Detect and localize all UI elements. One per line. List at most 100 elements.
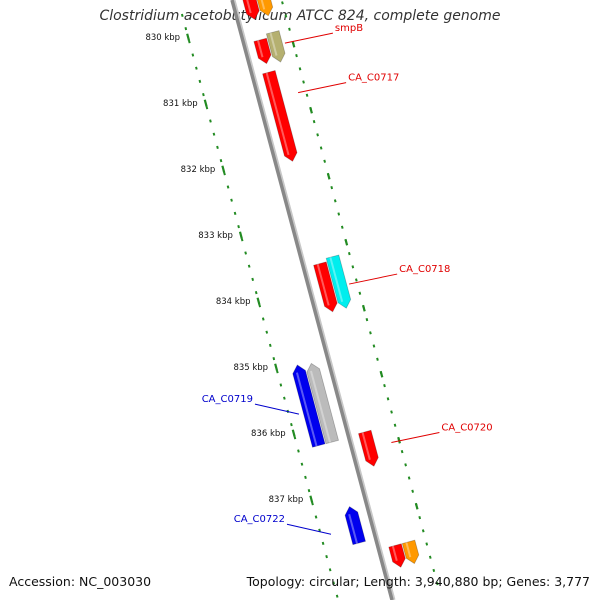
minor-tick-right: [404, 463, 407, 467]
gene-arrow: [306, 362, 339, 445]
minor-tick-left: [251, 277, 255, 282]
gene-highlight: [316, 263, 330, 306]
minor-tick-right: [432, 568, 436, 573]
minor-tick-right: [355, 278, 358, 282]
gene-highlight: [269, 32, 278, 56]
minor-tick-left: [237, 224, 240, 229]
accession-text: Accession: NC_003030: [9, 574, 152, 589]
ruler-tick-label: 836 kbp: [251, 429, 286, 439]
gene-label: smpB: [335, 23, 363, 34]
minor-tick-left: [209, 119, 212, 123]
minor-tick-left: [311, 502, 314, 506]
ruler-mid-tick: [344, 239, 349, 246]
minor-tick-right: [302, 80, 305, 84]
minor-tick-left: [205, 106, 209, 110]
gene-arrow: [344, 506, 366, 546]
ruler-mid-tick: [291, 41, 296, 48]
ruler-tick-label: 834 kbp: [216, 297, 251, 307]
ruler: 830 kbp 831 kbp 832 kbp 833 kbp 834 kbp 835 k…: [145, 33, 419, 510]
ruler-major-tick: [256, 297, 261, 305]
minor-tick-right: [383, 384, 386, 388]
ruler-tick-label: 835 kbp: [233, 363, 268, 373]
label-leader-line: [349, 273, 398, 285]
ruler-major-tick: [274, 363, 279, 371]
gene-highlight: [257, 40, 264, 58]
ruler-mid-tick: [309, 107, 313, 114]
ruler-mid-tick: [362, 305, 366, 312]
gene-highlight: [295, 372, 318, 447]
minor-tick-left: [332, 581, 335, 585]
minor-tick-left: [233, 211, 237, 216]
gene-highlight: [391, 545, 398, 562]
ruler-tick-label: 831 kbp: [163, 99, 198, 109]
gene-highlight: [310, 370, 332, 443]
ruler-tick-label: 833 kbp: [198, 231, 233, 241]
minor-tick-right: [340, 225, 344, 229]
minor-tick-right: [281, 1, 284, 5]
gene-highlight: [329, 257, 344, 302]
ruler-tick-label: 832 kbp: [181, 165, 216, 175]
minor-tick-left: [240, 238, 244, 242]
gene-arrow: [265, 30, 286, 63]
gene-arrow: [313, 261, 338, 313]
minor-tick-left: [180, 13, 184, 18]
minor-tick-right: [358, 291, 362, 295]
minor-tick-right: [407, 476, 411, 480]
minor-tick-left: [247, 264, 251, 268]
minor-tick-left: [219, 158, 223, 163]
minor-tick-left: [279, 383, 283, 387]
gene-highlight: [405, 542, 412, 558]
gene-highlight: [348, 513, 358, 544]
topology-summary: Topology: circular; Length: 3,940,880 bp…: [246, 574, 590, 589]
minor-tick-right: [305, 93, 309, 97]
ruler-major-tick: [221, 165, 226, 173]
minor-tick-right: [411, 489, 414, 493]
minor-tick-right: [333, 199, 337, 203]
minor-tick-left: [300, 462, 304, 466]
gene-highlight: [265, 72, 290, 156]
gene-arrow: [242, 0, 260, 20]
minor-tick-left: [198, 79, 202, 84]
minor-tick-left: [318, 528, 321, 532]
minor-tick-left: [216, 145, 219, 150]
minor-tick-left: [254, 290, 258, 295]
minor-tick-left: [223, 172, 226, 176]
ruler-mid-tick: [326, 173, 331, 180]
minor-tick-right: [393, 423, 397, 427]
minor-tick-right: [347, 252, 351, 256]
minor-tick-left: [268, 343, 272, 348]
minor-tick-left: [335, 594, 339, 598]
minor-tick-right: [372, 344, 376, 348]
minor-tick-left: [307, 488, 311, 493]
minor-tick-left: [212, 132, 216, 136]
gene-label: CA_C0722: [234, 514, 285, 525]
gene-arrow: [262, 70, 298, 162]
minor-tick-right: [319, 146, 323, 150]
minor-tick-left: [261, 317, 265, 321]
minor-tick-left: [321, 541, 325, 546]
minor-tick-right: [365, 318, 369, 322]
minor-tick-left: [188, 40, 191, 44]
label-leader-line: [298, 82, 347, 94]
minor-tick-left: [293, 436, 297, 440]
ruler-tick-label: 830 kbp: [145, 33, 180, 43]
minor-tick-left: [258, 304, 262, 308]
minor-tick-right: [323, 159, 326, 163]
minor-tick-right: [376, 357, 379, 361]
gene-arrow: [256, 0, 274, 17]
minor-tick-left: [272, 356, 276, 361]
gene-label: CA_C0718: [399, 264, 450, 275]
gene-arrow: [358, 429, 379, 467]
minor-tick-left: [290, 422, 293, 427]
minor-tick-right: [390, 410, 393, 414]
gene-arrow: [401, 539, 420, 565]
minor-tick-right: [435, 582, 439, 586]
minor-tick-left: [283, 396, 286, 400]
gene-label: CA_C0719: [202, 394, 253, 405]
minor-tick-right: [386, 397, 390, 401]
minor-tick-right: [298, 67, 302, 71]
minor-tick-right: [418, 516, 422, 520]
minor-tick-left: [304, 475, 307, 480]
